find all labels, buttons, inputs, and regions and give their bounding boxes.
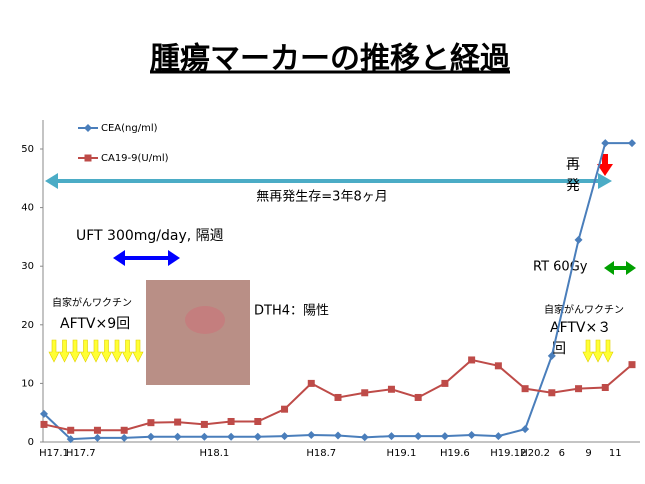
point [387,385,395,393]
down-arrow [592,339,604,363]
annotation: RT 60Gy [533,260,588,275]
point [334,431,342,440]
point [601,139,610,148]
point [147,419,155,427]
point [227,432,236,441]
point [93,433,102,442]
point [547,351,556,360]
point [334,393,342,401]
point [146,432,155,441]
point [575,385,583,393]
x-tick-label: H18.7 [306,448,336,459]
y-tick-label: 50 [21,144,34,155]
point [467,430,476,439]
x-tick-label: 9 [585,448,591,459]
annotation: 発 [566,178,580,194]
down-arrow [132,339,144,363]
down-arrow [59,339,70,363]
point [227,417,235,425]
point [521,425,530,434]
down-arrow [69,339,81,363]
down-arrow [602,339,614,363]
point [441,379,449,387]
y-tick-label: 10 [21,378,34,389]
point [93,426,101,434]
down-arrow [48,339,60,363]
point [414,432,423,441]
annotation: 回 [552,341,566,357]
point [40,409,48,418]
annotation: DTH4：陽性 [254,304,329,319]
annotation: UFT 300mg/day, 隔週 [76,228,224,244]
point [307,379,315,387]
down-arrow [122,339,133,363]
point [253,432,262,441]
down-arrow [90,339,102,363]
y-tick-label: 0 [28,437,34,448]
photo-spot [185,306,225,334]
point [468,356,476,364]
point [548,389,556,397]
point [361,389,369,397]
legend-label: CEA(ng/ml) [101,123,158,134]
x-tick-label: 11 [609,448,622,459]
annotation: 無再発生存=3年8ヶ月 [256,190,387,205]
legend-label: CA19-9(U/ml) [101,153,169,164]
rt-arrow [604,261,636,275]
down-arrow [111,339,123,363]
legend-marker [84,154,92,162]
point [173,432,182,441]
survival-arrow [45,173,612,189]
annotation: 再 [566,157,580,173]
point [574,235,583,244]
x-tick-label: H20.2 [520,448,550,459]
uft-arrow [113,250,180,266]
slide-title: 腫瘍マーカーの推移と経過 [150,42,511,77]
x-tick-label: H19.1 [387,448,417,459]
point [414,393,422,401]
point [40,420,48,428]
y-tick-label: 20 [21,320,34,331]
y-tick-label: 40 [21,203,34,214]
point [440,432,449,441]
annotation: AFTV×３ [550,320,611,336]
point [66,435,75,444]
point [200,432,209,441]
point [120,433,129,442]
point [174,418,182,426]
y-tick-label: 30 [21,261,34,272]
point [521,385,529,393]
point [387,432,396,441]
point [254,417,262,425]
x-tick-label: H19.12 [490,448,526,459]
point [200,420,208,428]
annotation: 自家がんワクチン [52,296,132,309]
point [628,139,636,148]
x-tick-label: 6 [559,448,565,459]
x-tick-label: H19.6 [440,448,470,459]
point [280,432,289,441]
x-tick-label: H17.1 [39,448,69,459]
point [307,430,316,439]
down-arrow [80,339,91,363]
x-tick-label: H17.7 [66,448,96,459]
point [360,433,369,442]
vaccine-arrows [48,339,614,363]
point [120,426,128,434]
point [494,432,503,441]
annotation: 自家がんワクチン [544,303,624,316]
x-tick-label: H18.1 [199,448,229,459]
annotation: AFTV×9回 [60,316,130,332]
point [494,362,502,370]
point [67,426,75,434]
down-arrow [101,339,112,363]
down-arrow [582,339,594,363]
point [628,361,636,369]
relapse-arrow [597,154,613,176]
point [601,384,609,392]
legend-marker [84,124,92,132]
point [281,405,289,413]
